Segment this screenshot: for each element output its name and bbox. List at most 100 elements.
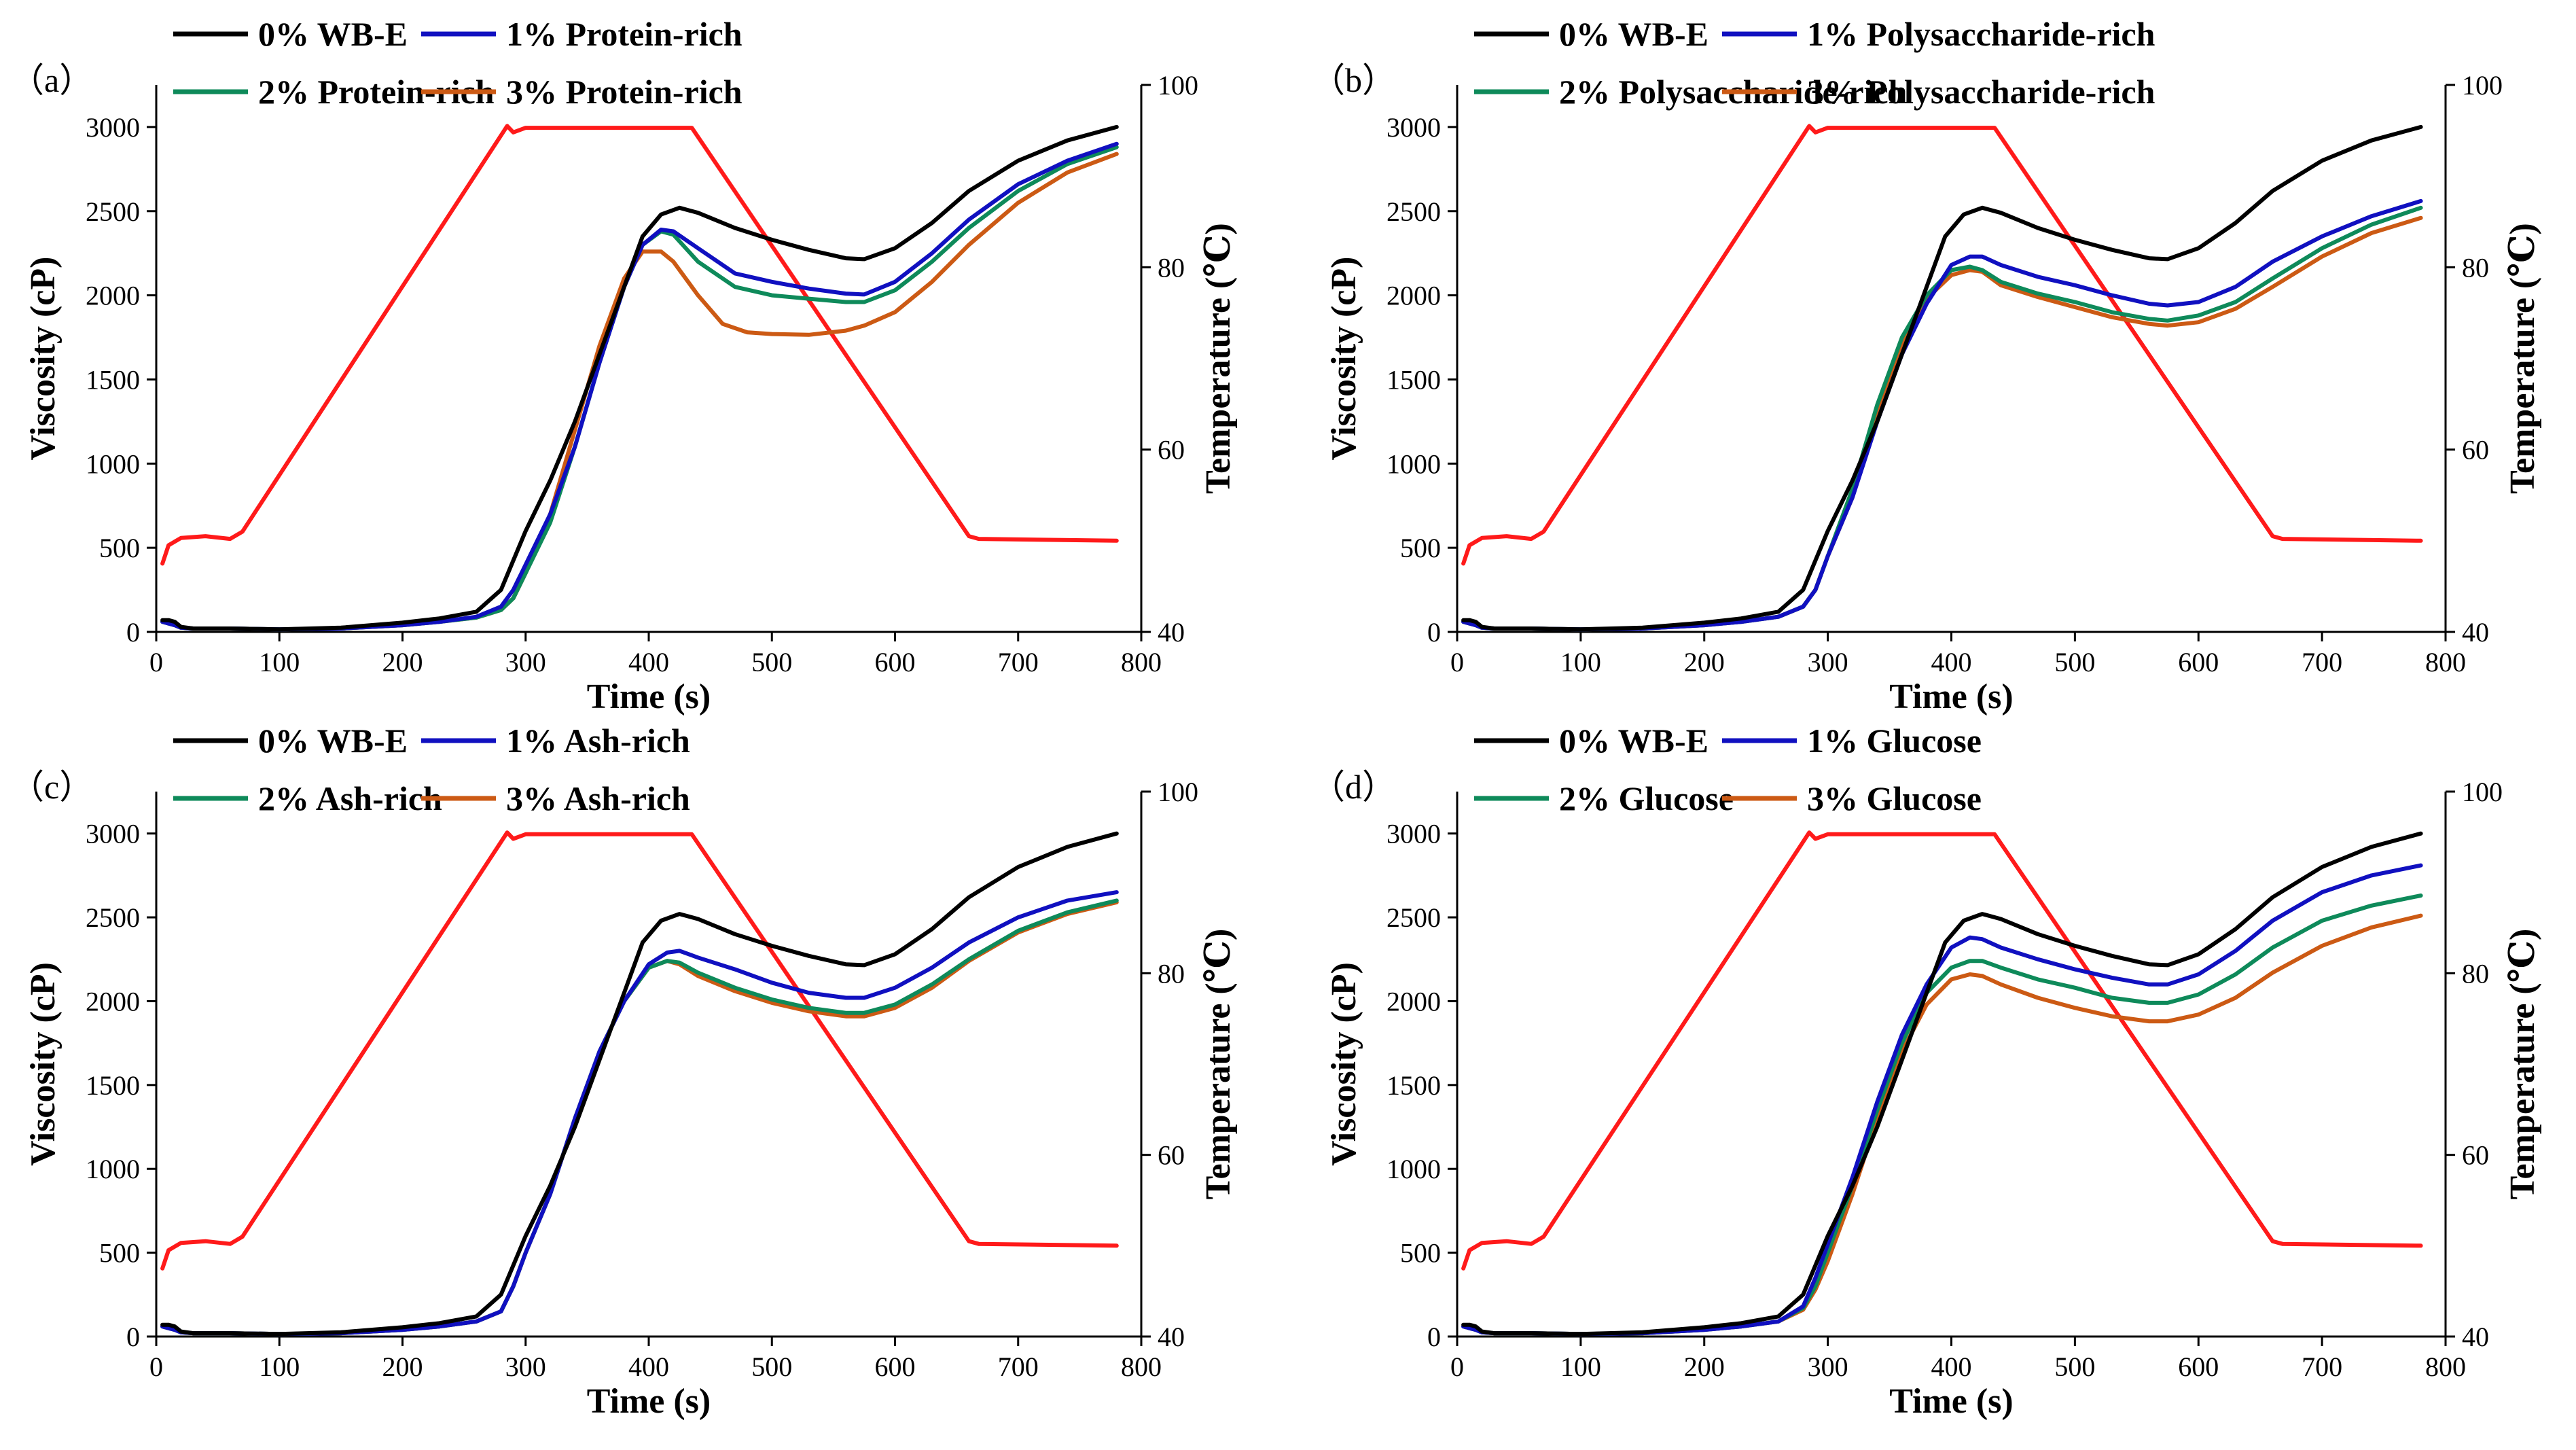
x-tick-label: 700 xyxy=(998,647,1039,677)
y2-tick-label: 100 xyxy=(2462,70,2503,101)
series-line-0 xyxy=(160,124,1119,632)
y-tick-label: 3000 xyxy=(1387,819,1441,849)
x-tick-label: 500 xyxy=(2054,1351,2095,1382)
legend: 0% WB-E 1% Ash-rich 2% Ash-rich 3% Ash-rich xyxy=(173,722,690,817)
y-tick-label: 3000 xyxy=(86,819,140,849)
x-tick-label: 0 xyxy=(149,647,163,677)
x-tick-label: 100 xyxy=(1560,1351,1601,1382)
y-tick-label: 500 xyxy=(1400,533,1441,563)
legend-label-2: 2% Ash-rich xyxy=(258,779,442,817)
y2-axis-title: Temperature (℃) xyxy=(1199,929,1238,1200)
y2-tick-label: 60 xyxy=(2462,435,2489,465)
legend-label-3: 3% Polysaccharide-rich xyxy=(1807,73,2155,111)
y2-tick-label: 100 xyxy=(1158,777,1198,807)
y-tick-label: 0 xyxy=(1427,617,1441,648)
legend-label-3: 3% Ash-rich xyxy=(506,779,690,817)
series-line-2 xyxy=(160,898,1119,1337)
x-tick-label: 800 xyxy=(1121,1351,1162,1382)
y-axis-title: Viscosity (cP) xyxy=(24,257,62,461)
y2-axis-title: Temperature (℃) xyxy=(2503,929,2542,1200)
y-tick-label: 1500 xyxy=(86,364,140,395)
y2-tick-label: 100 xyxy=(2462,777,2503,807)
x-tick-label: 300 xyxy=(505,647,546,677)
x-tick-label: 0 xyxy=(1450,647,1464,677)
y-axis-title: Viscosity (cP) xyxy=(1325,257,1363,461)
legend-label-2: 2% Glucose xyxy=(1559,779,1734,817)
y-tick-label: 0 xyxy=(126,617,140,648)
y-axis-title: Viscosity (cP) xyxy=(1325,962,1363,1166)
legend-label-1: 1% Ash-rich xyxy=(506,722,690,760)
series-line-2 xyxy=(1461,205,2423,632)
series-line-3 xyxy=(160,900,1119,1337)
x-tick-label: 500 xyxy=(2054,647,2095,677)
panel-label: （a） xyxy=(10,61,93,99)
x-tick-label: 200 xyxy=(1684,647,1725,677)
legend-label-1: 1% Glucose xyxy=(1807,722,1982,760)
chart-panel-3: 0 100 200 300 400 500 600 700 800 0 500 1000 1500 200… xyxy=(1311,722,2542,1421)
y-tick-label: 1000 xyxy=(86,1154,140,1184)
y2-tick-label: 100 xyxy=(1158,70,1198,101)
legend-label-0: 0% WB-E xyxy=(258,722,408,760)
legend-label-0: 0% WB-E xyxy=(258,15,408,53)
legend-label-0: 0% WB-E xyxy=(1559,15,1709,53)
y-axis-title: Viscosity (cP) xyxy=(24,962,62,1166)
x-tick-label: 200 xyxy=(382,647,423,677)
x-axis-title: Time (s) xyxy=(1889,1382,2013,1421)
temperature-line xyxy=(160,124,1119,566)
x-tick-label: 300 xyxy=(1808,647,1848,677)
y-tick-label: 500 xyxy=(1400,1238,1441,1269)
y-tick-label: 0 xyxy=(1427,1322,1441,1352)
series-line-1 xyxy=(1461,198,2423,632)
temperature-line xyxy=(1461,830,2423,1271)
series-line-2 xyxy=(160,145,1119,632)
y-tick-label: 500 xyxy=(99,533,140,563)
y2-tick-label: 40 xyxy=(2462,617,2489,648)
legend-label-1: 1% Protein-rich xyxy=(506,15,743,53)
x-tick-label: 300 xyxy=(1808,1351,1848,1382)
y2-tick-label: 80 xyxy=(1158,252,1185,283)
x-tick-label: 0 xyxy=(149,1351,163,1382)
y-tick-label: 2000 xyxy=(86,281,140,311)
y-tick-label: 2500 xyxy=(86,196,140,227)
y2-tick-label: 80 xyxy=(2462,252,2489,283)
y-tick-label: 2000 xyxy=(1387,281,1441,311)
y-tick-label: 3000 xyxy=(86,112,140,143)
x-tick-label: 600 xyxy=(2178,647,2219,677)
y2-tick-label: 60 xyxy=(1158,1140,1185,1171)
y2-tick-label: 80 xyxy=(2462,958,2489,989)
x-tick-label: 800 xyxy=(2425,1351,2466,1382)
y2-tick-label: 60 xyxy=(1158,435,1185,465)
y-tick-label: 0 xyxy=(126,1322,140,1352)
legend-label-1: 1% Polysaccharide-rich xyxy=(1807,15,2155,53)
legend-label-3: 3% Protein-rich xyxy=(506,73,743,111)
x-tick-label: 300 xyxy=(505,1351,546,1382)
x-tick-label: 100 xyxy=(259,1351,300,1382)
chart-panel-2: 0 100 200 300 400 500 600 700 800 0 500 1000 1500 200… xyxy=(10,722,1238,1421)
panel-label: （c） xyxy=(10,768,93,806)
x-axis-title: Time (s) xyxy=(587,1382,711,1421)
y-tick-label: 2000 xyxy=(1387,986,1441,1016)
y-tick-label: 1500 xyxy=(1387,1070,1441,1101)
x-tick-label: 400 xyxy=(628,1351,669,1382)
series-line-1 xyxy=(1461,863,2423,1337)
series-line-0 xyxy=(160,831,1119,1337)
y-tick-label: 2500 xyxy=(1387,902,1441,933)
y-tick-label: 1000 xyxy=(86,448,140,479)
y2-axis-title: Temperature (℃) xyxy=(1199,223,1238,494)
panel-label: （d） xyxy=(1311,768,1396,806)
x-tick-label: 500 xyxy=(751,647,792,677)
x-tick-label: 800 xyxy=(2425,647,2466,677)
x-tick-label: 0 xyxy=(1450,1351,1464,1382)
chart-panel-1: 0 100 200 300 400 500 600 700 800 0 500 1000 1500 200… xyxy=(1311,15,2542,716)
panel-label: （b） xyxy=(1311,61,1396,99)
y2-tick-label: 60 xyxy=(2462,1140,2489,1171)
temperature-line xyxy=(1461,124,2423,566)
x-tick-label: 600 xyxy=(2178,1351,2219,1382)
y-tick-label: 3000 xyxy=(1387,112,1441,143)
y2-axis-title: Temperature (℃) xyxy=(2503,223,2542,494)
x-tick-label: 600 xyxy=(875,1351,916,1382)
y-tick-label: 1000 xyxy=(1387,1154,1441,1184)
x-tick-label: 400 xyxy=(1931,1351,1972,1382)
x-tick-label: 700 xyxy=(998,1351,1039,1382)
